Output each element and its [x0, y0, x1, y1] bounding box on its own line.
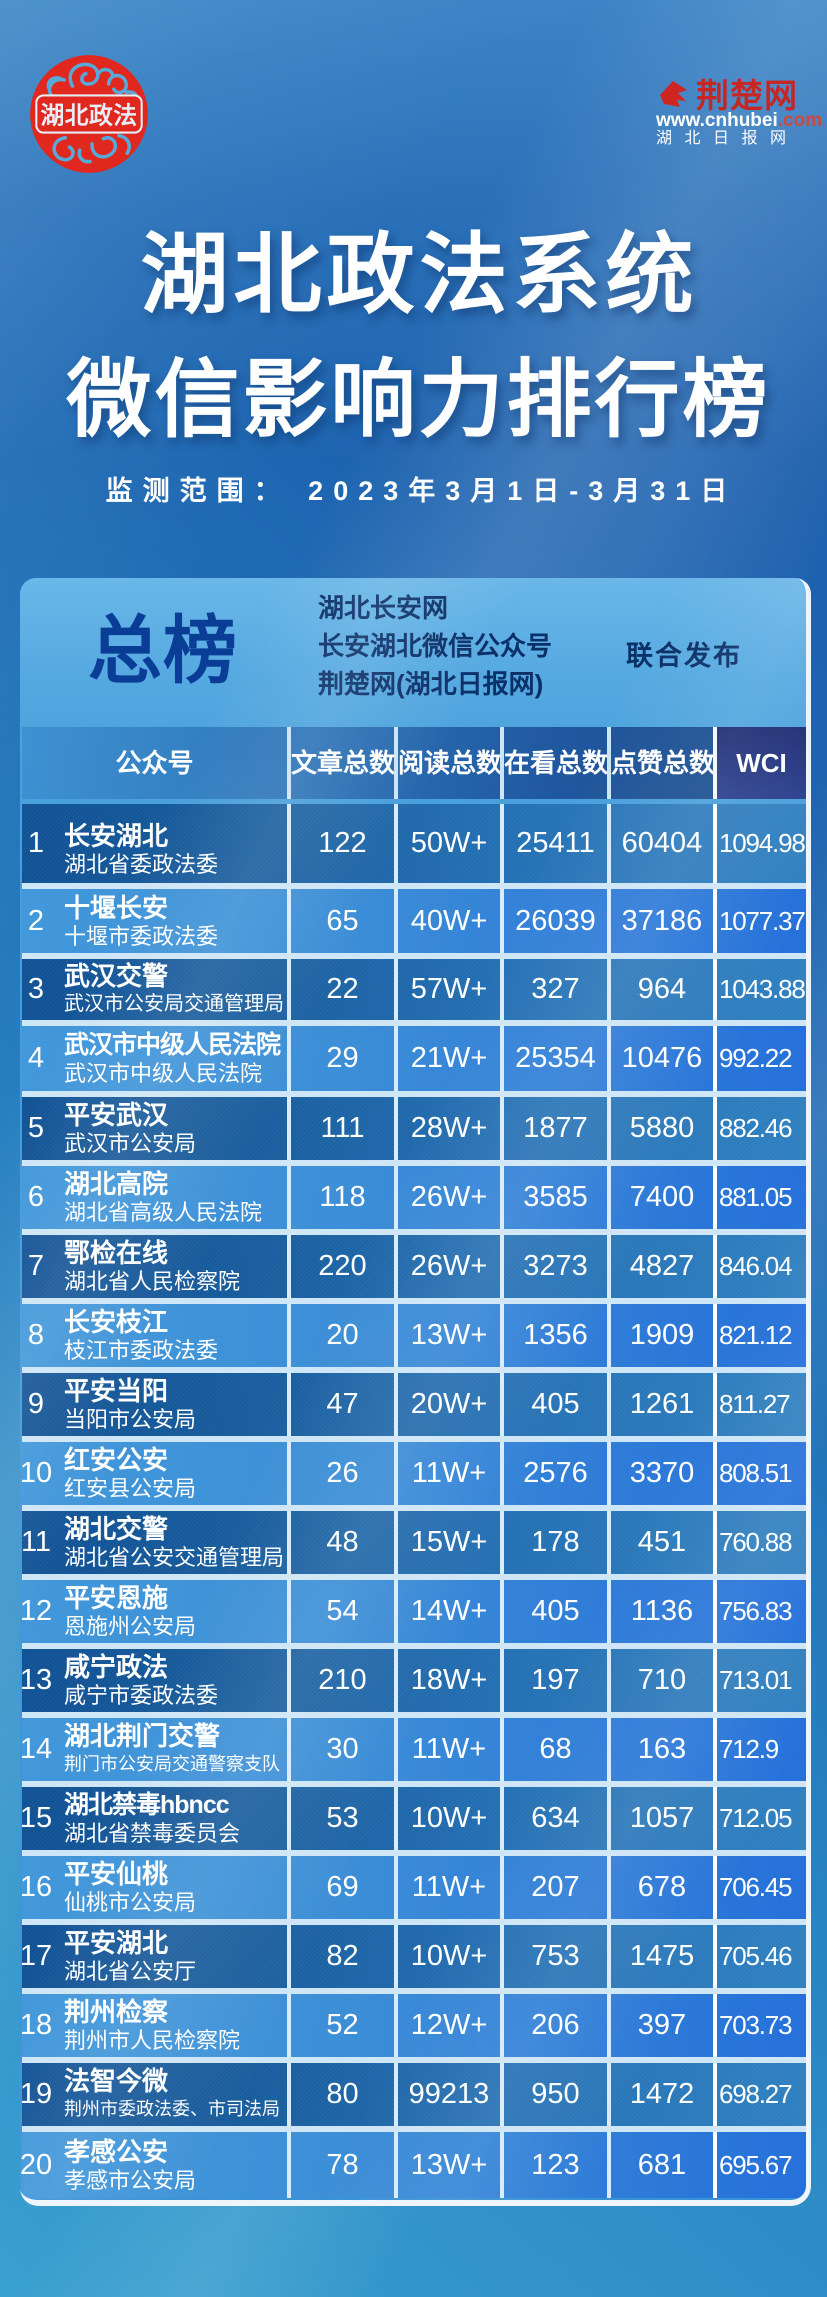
- svg-text:荆楚网: 荆楚网: [696, 77, 798, 114]
- svg-text:湖北政法: 湖北政法: [40, 102, 137, 129]
